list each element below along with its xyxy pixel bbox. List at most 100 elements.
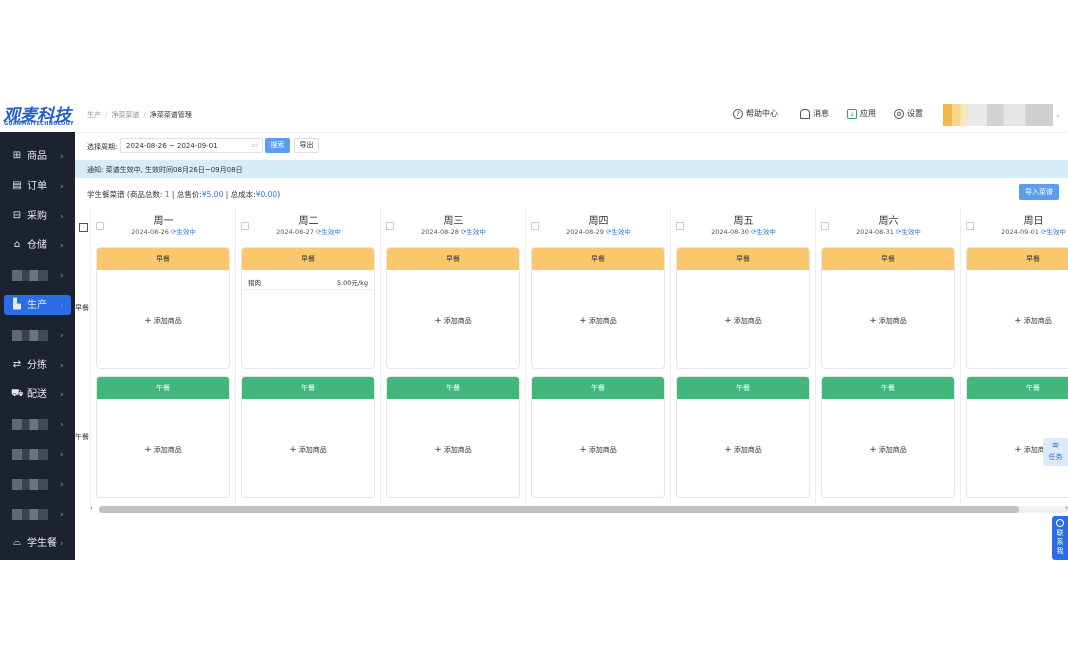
add-item-button[interactable]: + 添加商品 <box>387 445 519 455</box>
add-item-button[interactable]: + 添加商品 <box>822 316 954 326</box>
chevron-right-icon: › <box>60 420 64 431</box>
breakfast-card: 早餐猪肉 5.00元/kg <box>241 247 375 369</box>
task-float-button[interactable]: ≋ 任务 <box>1043 438 1068 466</box>
blurred-label <box>12 508 48 520</box>
help-center-button[interactable]: ? 帮助中心 <box>733 108 778 121</box>
add-item-button[interactable]: + 添加商品 <box>97 316 229 326</box>
sidebar-item[interactable]: ⛟ 配送 › <box>0 384 75 406</box>
import-recipe-button[interactable]: 导入菜谱 <box>1019 184 1059 200</box>
sidebar-item[interactable]: ⊟ 采购 › <box>0 206 75 228</box>
add-item-button[interactable]: + 添加商品 <box>532 445 664 455</box>
add-item-button[interactable]: + 添加商品 <box>677 445 809 455</box>
settings-button[interactable]: ⚙ 设置 <box>894 108 923 121</box>
plus-icon: + <box>434 445 442 455</box>
search-button[interactable]: 搜索 <box>265 138 290 153</box>
sidebar-item[interactable]: ⇄ 分拣 › <box>0 355 75 377</box>
sidebar-item-label: 仓储 <box>27 240 47 252</box>
add-item-button[interactable]: + 添加商品 <box>967 316 1068 326</box>
add-item-label: 添加商品 <box>878 446 907 454</box>
item-price: 5.00元/kg <box>336 279 368 287</box>
lunch-card: 午餐 + 添加商品 <box>531 376 665 498</box>
sidebar-item-hidden[interactable]: › <box>0 325 75 347</box>
menu-item[interactable]: 猪肉 5.00元/kg <box>242 272 374 290</box>
period-picker[interactable]: 2024-08-26 ~ 2024-09-01 ▭ <box>120 138 263 153</box>
notice-text: 通知: 菜谱生效中, 生效时间08月26日~09月08日 <box>87 166 243 174</box>
plus-icon: + <box>724 445 732 455</box>
messages-button[interactable]: 消息 <box>800 108 829 121</box>
breadcrumb-production[interactable]: 生产 <box>87 111 101 119</box>
lunch-header: 午餐 <box>967 377 1068 399</box>
effective-status: 生效中 <box>321 228 341 236</box>
scroll-thumb[interactable] <box>99 506 1019 513</box>
lunch-card: 午餐 + 添加商品 <box>966 376 1068 498</box>
effective-status: 生效中 <box>1046 228 1066 236</box>
day-checkbox[interactable] <box>386 222 394 230</box>
apps-button[interactable]: ↓ 应用 <box>847 108 876 121</box>
breakfast-header: 早餐 <box>242 248 374 270</box>
add-item-button[interactable]: + 添加商品 <box>387 316 519 326</box>
sidebar-item-hidden[interactable]: › <box>0 414 75 436</box>
user-avatar[interactable] <box>943 104 1053 126</box>
horizontal-scrollbar[interactable]: ‹ › <box>89 504 1068 514</box>
chevron-right-icon: › <box>60 271 64 282</box>
lunch-header: 午餐 <box>242 377 374 399</box>
lunch-header: 午餐 <box>677 377 809 399</box>
factory-icon: ▙ <box>13 299 21 310</box>
add-item-label: 添加商品 <box>153 317 182 325</box>
add-item-button[interactable]: + 添加商品 <box>822 445 954 455</box>
day-checkbox[interactable] <box>531 222 539 230</box>
price-value: ¥5.00 <box>201 190 224 199</box>
notice-bar: 通知: 菜谱生效中, 生效时间08月26日~09月08日 <box>75 160 1068 178</box>
row-label-lunch: 午餐 <box>75 433 89 441</box>
plus-icon: + <box>289 445 297 455</box>
add-item-button[interactable]: + 添加商品 <box>967 445 1068 455</box>
summary-paren: ( <box>126 190 130 199</box>
sidebar: 观麦科技 GUANMAITECHNOLOGY ⊞ 商品 › ▤ 订单 › ⊟ 采购 › ⌂ 仓储 › ›… <box>0 98 75 560</box>
day-date: 2024-08-31 ⟳生效中 <box>816 226 961 236</box>
sidebar-item-label: 学生餐 <box>27 538 57 550</box>
day-date: 2024-08-29 ⟳生效中 <box>526 226 671 236</box>
add-item-button[interactable]: + 添加商品 <box>532 316 664 326</box>
sidebar-item-hidden[interactable]: › <box>0 265 75 287</box>
add-item-button[interactable]: + 添加商品 <box>677 316 809 326</box>
export-button[interactable]: 导出 <box>294 138 319 153</box>
chevron-right-icon: › <box>60 211 64 222</box>
day-name: 周五 <box>733 216 754 227</box>
sidebar-item[interactable]: ▤ 订单 › <box>0 176 75 198</box>
day-checkbox[interactable] <box>821 222 829 230</box>
chevron-right-icon: › <box>60 301 64 311</box>
chevron-right-icon: › <box>60 479 64 490</box>
sidebar-item-hidden[interactable]: › <box>0 474 75 496</box>
brand-logo[interactable]: 观麦科技 GUANMAITECHNOLOGY <box>0 98 75 132</box>
plus-icon: + <box>1014 445 1022 455</box>
lunch-header: 午餐 <box>822 377 954 399</box>
blurred-label <box>12 478 48 490</box>
chevron-right-icon: › <box>60 330 64 341</box>
day-checkbox[interactable] <box>241 222 249 230</box>
date-text: 2024-08-29 <box>566 228 604 236</box>
sidebar-item-hidden[interactable]: › <box>0 504 75 526</box>
select-all-checkbox[interactable] <box>79 223 88 232</box>
layers-icon: ≋ <box>1051 441 1060 451</box>
breakfast-card: 早餐 + 添加商品 <box>676 247 810 369</box>
breadcrumb-recipe[interactable]: 净菜菜谱 <box>111 111 140 119</box>
plus-icon: + <box>144 445 152 455</box>
add-item-button[interactable]: + 添加商品 <box>97 445 229 455</box>
day-checkbox[interactable] <box>96 222 104 230</box>
lunch-header: 午餐 <box>97 377 229 399</box>
contact-float-button[interactable]: 联系我 <box>1052 516 1068 560</box>
sidebar-item[interactable]: ▙ 生产 › <box>0 295 75 317</box>
sidebar-item[interactable]: ⊞ 商品 › <box>0 146 75 168</box>
breakfast-card: 早餐 + 添加商品 <box>531 247 665 369</box>
add-item-button[interactable]: + 添加商品 <box>242 445 374 455</box>
sidebar-item[interactable]: ⌓ 学生餐 › <box>0 533 75 555</box>
scroll-left-icon[interactable]: ‹ <box>90 504 93 512</box>
sidebar-item[interactable]: ⌂ 仓储 › <box>0 235 75 257</box>
sidebar-item-hidden[interactable]: › <box>0 444 75 466</box>
day-checkbox[interactable] <box>676 222 684 230</box>
scroll-right-icon[interactable]: › <box>1065 504 1068 512</box>
day-checkbox[interactable] <box>966 222 974 230</box>
chevron-down-icon[interactable]: ⌄ <box>1055 111 1061 119</box>
add-item-label: 添加商品 <box>733 446 762 454</box>
add-item-label: 添加商品 <box>878 317 907 325</box>
